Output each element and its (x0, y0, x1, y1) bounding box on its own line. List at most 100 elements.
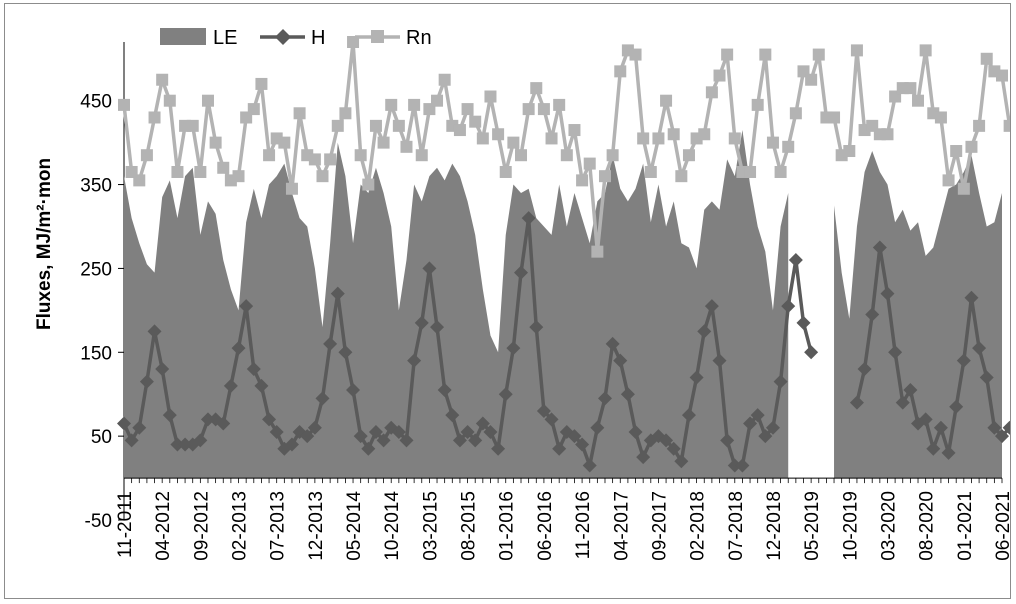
rn-point (560, 149, 573, 162)
rn-point (171, 165, 184, 178)
h-point (620, 387, 635, 402)
rn-point (453, 124, 466, 137)
x-tick-label: 05-2019 (802, 491, 823, 561)
rn-point (362, 178, 375, 191)
rn-point (118, 98, 130, 111)
rn-point (530, 82, 543, 95)
le-area-layer (124, 130, 1002, 479)
h-point (376, 433, 391, 448)
h-point (888, 345, 903, 360)
x-tick-label: 03-2015 (420, 491, 441, 561)
h-point (773, 374, 788, 389)
x-tick-label: 08-2020 (917, 491, 938, 561)
h-point (590, 420, 605, 435)
rn-point (957, 182, 970, 195)
h-point (689, 370, 704, 385)
h-point (330, 286, 345, 301)
h-point (567, 429, 582, 444)
y-tick-label: 50 (91, 427, 112, 448)
h-point (918, 412, 933, 427)
h-point (735, 458, 750, 473)
rn-point (316, 170, 329, 183)
h-point (995, 429, 1009, 444)
h-point (552, 441, 567, 456)
x-tick-label: 06-2016 (535, 491, 556, 561)
rn-point (377, 136, 390, 149)
x-tick-label: 07-2013 (268, 491, 289, 561)
legend-h-label: H (311, 27, 325, 49)
h-point (521, 211, 536, 226)
rn-point (507, 136, 520, 149)
h-point (139, 374, 154, 389)
h-point (857, 362, 872, 377)
rn-point (660, 94, 673, 107)
series-lines-layer (117, 36, 1016, 473)
x-tick-label: 10-2019 (840, 491, 861, 561)
h-point (956, 353, 971, 368)
rn-point (942, 174, 955, 187)
h-point (575, 437, 590, 452)
rn-point (499, 165, 512, 178)
x-tick-label: 08-2015 (459, 491, 480, 561)
rn-point (950, 145, 963, 158)
h-point (750, 408, 765, 423)
rn-point (263, 149, 276, 162)
h-point (659, 433, 674, 448)
rn-point (751, 98, 764, 111)
h-point (865, 307, 880, 322)
x-tick-label: 09-2012 (191, 491, 212, 561)
rn-point (912, 94, 925, 107)
h-point (979, 370, 994, 385)
rn-point (759, 48, 772, 61)
rn-point (400, 140, 413, 153)
rn-point (415, 149, 428, 162)
h-point (903, 383, 918, 398)
h-point (498, 387, 513, 402)
h-point (704, 299, 719, 314)
h-point (300, 429, 315, 444)
h-point (597, 391, 612, 406)
rn-point (148, 111, 161, 124)
h-point (437, 383, 452, 398)
rn-point (522, 103, 535, 116)
h-point (781, 299, 796, 314)
rn-point (324, 153, 337, 166)
rn-point (369, 119, 382, 132)
rn-point (774, 165, 787, 178)
h-point (872, 240, 887, 255)
h-point (246, 362, 261, 377)
rn-point (461, 103, 474, 116)
h-point (529, 320, 544, 335)
rn-point (545, 132, 558, 145)
rn-point (973, 119, 986, 132)
y-tick-label: 450 (80, 92, 112, 113)
h-point (262, 412, 277, 427)
rn-point (728, 132, 741, 145)
rn-point (431, 94, 444, 107)
rn-point (614, 65, 627, 78)
rn-point (140, 149, 153, 162)
rn-point (606, 149, 619, 162)
rn-point (293, 107, 306, 120)
x-tick-label: 04-2012 (153, 491, 174, 561)
h-point (307, 420, 322, 435)
h-point (514, 265, 529, 280)
h-point (895, 395, 910, 410)
h-point (323, 336, 338, 351)
rn-point (713, 69, 726, 82)
rn-point (156, 73, 169, 86)
h-point (949, 399, 964, 414)
rn-point (675, 170, 688, 183)
rn-point (285, 182, 298, 195)
h-point (926, 441, 941, 456)
h-point (475, 416, 490, 431)
rn-point (919, 44, 932, 57)
h-point (788, 253, 803, 268)
rn-point (408, 98, 421, 111)
le-area (124, 130, 789, 479)
legend-le-label: LE (213, 27, 237, 49)
y-tick-label: 150 (80, 343, 112, 364)
chart-frame: -50 50 150 250 350 450 11-2011 04-2012 09-2012 0… (4, 3, 1016, 599)
rn-point (537, 103, 550, 116)
h-point (452, 433, 467, 448)
